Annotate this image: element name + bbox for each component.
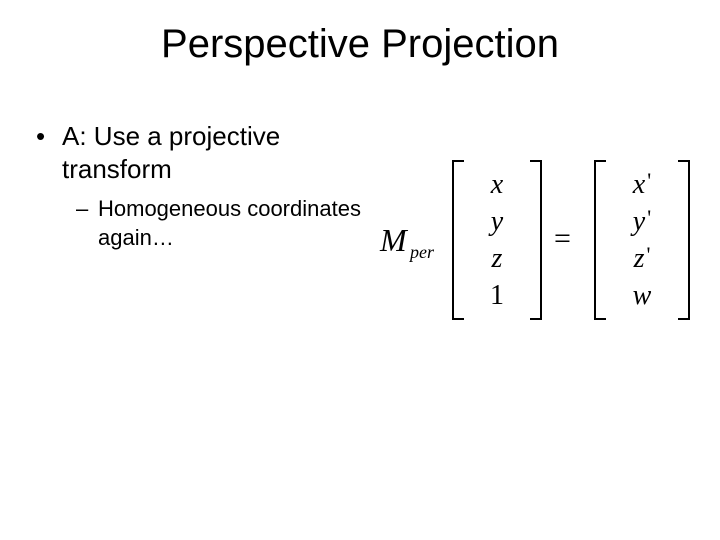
- rv-r4: w: [633, 280, 652, 312]
- equation: M per x y z 1 = x' y' z' w: [380, 160, 700, 330]
- slide-body: • A: Use a projective transform – Homoge…: [36, 120, 376, 252]
- rv-r2: y': [633, 206, 651, 238]
- lv-r2: y: [491, 206, 503, 238]
- equals-sign: =: [554, 222, 571, 256]
- sub-bullet-mark: –: [76, 195, 98, 224]
- matrix-subscript: per: [410, 242, 434, 263]
- bullet-level-2: – Homogeneous coordinates again…: [76, 195, 376, 252]
- right-vector-col: x' y' z' w: [608, 160, 676, 320]
- bullet-text: A: Use a projective transform: [62, 120, 376, 185]
- left-vector-col: x y z 1: [466, 160, 528, 320]
- bracket-close-icon: [528, 160, 542, 320]
- lv-r3: z: [492, 243, 503, 275]
- rv-r1: x': [633, 169, 651, 201]
- bracket-close-icon: [676, 160, 690, 320]
- matrix-symbol: M: [380, 222, 407, 259]
- lv-r1: x: [491, 169, 503, 201]
- bullet-level-1: • A: Use a projective transform: [36, 120, 376, 185]
- slide: Perspective Projection • A: Use a projec…: [0, 0, 720, 540]
- bracket-open-icon: [452, 160, 466, 320]
- bullet-mark: •: [36, 120, 62, 153]
- left-vector: x y z 1: [452, 160, 542, 320]
- right-vector: x' y' z' w: [594, 160, 690, 320]
- rv-r3: z': [634, 243, 651, 275]
- bracket-open-icon: [594, 160, 608, 320]
- sub-bullet-text: Homogeneous coordinates again…: [98, 195, 376, 252]
- lv-r4: 1: [490, 280, 504, 312]
- slide-title: Perspective Projection: [0, 22, 720, 67]
